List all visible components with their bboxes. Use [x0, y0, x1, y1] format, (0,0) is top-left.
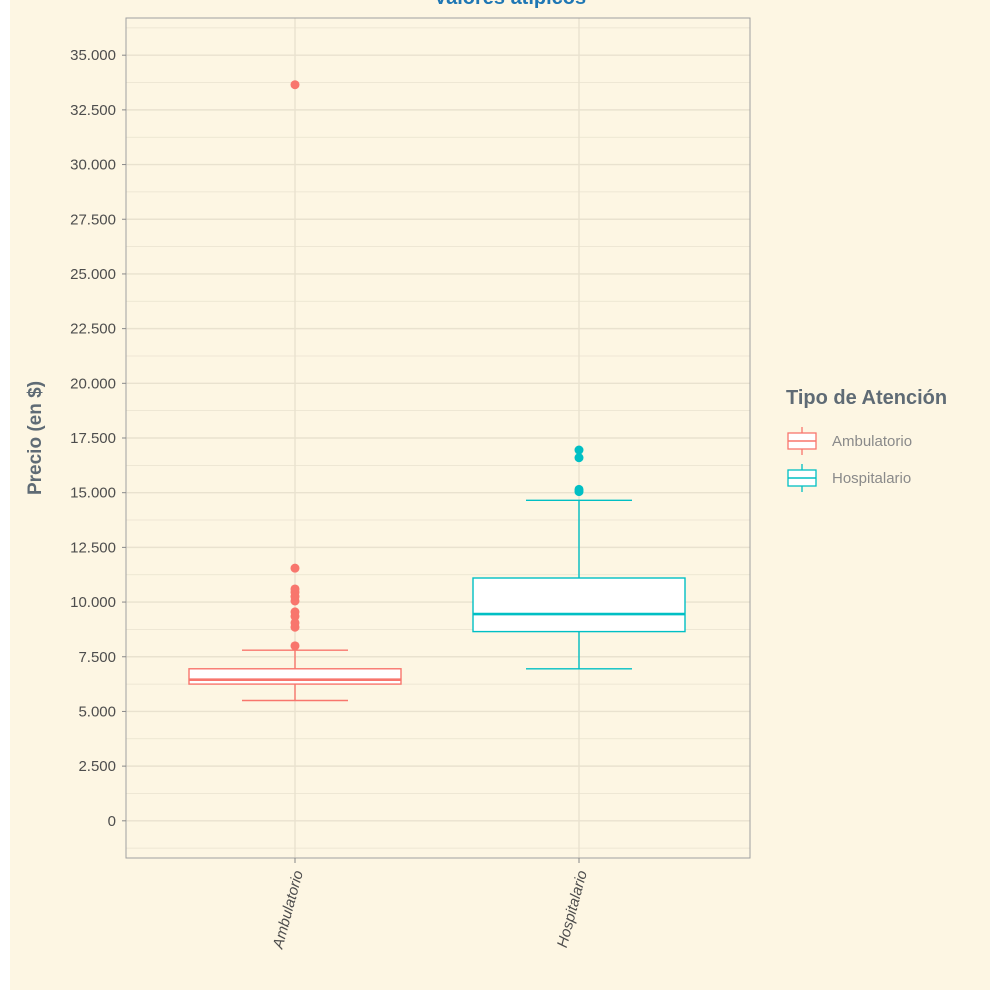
outlier-point [574, 484, 584, 494]
y-tick-label: 35.000 [70, 47, 116, 64]
box-iqr [472, 577, 686, 633]
y-tick-label: 30.000 [70, 157, 116, 174]
box-hospitalario [472, 445, 686, 670]
outlier-point [290, 563, 300, 573]
grid-major [126, 18, 750, 858]
y-tick-label: 10.000 [70, 594, 116, 611]
outlier-point [290, 584, 300, 594]
y-tick-label: 22.500 [70, 321, 116, 338]
legend-label: Hospitalario [832, 470, 911, 487]
y-tick-label: 12.500 [70, 539, 116, 556]
y-tick-label: 17.500 [70, 430, 116, 447]
y-axis-title: Precio (en $) [25, 381, 46, 495]
outlier-point [290, 641, 300, 651]
y-tick-label: 20.000 [70, 375, 116, 392]
grid-minor [126, 27, 750, 849]
legend-key-hospitalario: Hospitalario [787, 464, 911, 492]
outlier-point [290, 607, 300, 617]
chart-background [10, 0, 990, 990]
outlier-point [290, 80, 300, 90]
y-tick-label: 25.000 [70, 266, 116, 283]
chart-title: Valores atípicos [434, 0, 586, 9]
box-iqr [188, 668, 402, 685]
y-tick-label: 2.500 [78, 758, 116, 775]
y-tick-label: 0 [108, 813, 116, 830]
y-tick-label: 5.000 [78, 703, 116, 720]
y-tick-label: 32.500 [70, 102, 116, 119]
y-axis: 0 2.500 5.000 7.500 10.000 12.500 15.000 17.500… [70, 47, 126, 830]
legend-key-ambulatorio: Ambulatorio [787, 427, 912, 455]
y-tick-label: 27.500 [70, 211, 116, 228]
y-tick-label: 7.500 [78, 649, 116, 666]
legend: Tipo de Atención Ambulatorio Hospitalario [786, 387, 947, 492]
legend-label: Ambulatorio [832, 433, 912, 450]
outlier-point [290, 618, 300, 628]
boxes [188, 80, 686, 702]
box-ambulatorio [188, 80, 402, 702]
y-tick-label: 15.000 [70, 485, 116, 502]
legend-title: Tipo de Atención [786, 387, 947, 409]
outlier-point [574, 453, 584, 463]
outlier-point [574, 445, 584, 455]
